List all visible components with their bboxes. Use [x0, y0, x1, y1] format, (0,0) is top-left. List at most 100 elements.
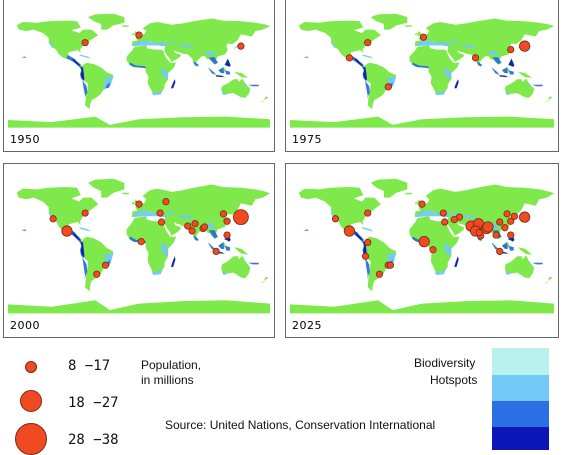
biodiversity-hotspot	[460, 215, 477, 219]
land-mass	[504, 255, 535, 279]
population-city-marker	[419, 33, 428, 41]
land-mass	[414, 33, 418, 36]
population-city-marker	[507, 45, 515, 54]
hotspots-legend-title: Biodiversity	[414, 356, 476, 370]
legend-range-large: 28 −38	[68, 432, 119, 448]
population-city-marker	[200, 223, 209, 231]
world-map	[290, 178, 554, 314]
hotspot-swatch-4	[492, 427, 549, 450]
land-mass	[234, 71, 249, 78]
biodiversity-hotspot	[415, 40, 452, 47]
population-city-marker	[386, 261, 395, 269]
population-city-marker	[343, 225, 356, 237]
biodiversity-hotspot	[460, 44, 477, 48]
population-city-marker	[361, 252, 370, 260]
map-panel-2025: 2025	[285, 163, 559, 338]
map-year-label: 1950	[10, 133, 40, 146]
land-mass	[259, 276, 269, 284]
biodiversity-hotspot	[128, 62, 147, 69]
biodiversity-hotspot	[454, 256, 459, 267]
biodiversity-hotspot	[160, 242, 169, 257]
population-city-marker	[135, 200, 143, 208]
population-city-marker	[81, 39, 89, 47]
land-mass	[121, 25, 129, 27]
land-mass	[298, 187, 381, 240]
population-city-marker	[519, 40, 531, 52]
legend-dot-large	[15, 423, 47, 455]
land-mass	[8, 300, 270, 314]
biodiversity-hotspot	[508, 70, 514, 75]
population-city-marker	[157, 218, 166, 226]
land-mass	[16, 187, 99, 240]
land-mass	[543, 96, 553, 103]
world-map	[8, 13, 270, 128]
land-mass	[131, 201, 135, 205]
population-city-marker	[496, 247, 504, 255]
land-mass	[370, 178, 408, 198]
biodiversity-hotspot	[303, 56, 309, 58]
land-mass	[362, 236, 397, 292]
biodiversity-hotspot	[102, 76, 114, 90]
legend-range-medium: 18 −27	[68, 395, 119, 411]
land-mass	[543, 276, 553, 284]
population-city-marker	[507, 217, 515, 225]
biodiversity-hotspot	[222, 91, 228, 96]
land-mass	[88, 13, 125, 30]
biodiversity-hotspot	[208, 230, 218, 239]
land-mass	[80, 236, 114, 292]
biodiversity-hotspot	[204, 51, 216, 56]
population-city-marker	[503, 210, 511, 218]
biodiversity-hotspot	[151, 89, 163, 96]
biodiversity-hotspot	[151, 268, 163, 275]
biodiversity-hotspot	[244, 82, 247, 87]
land-mass	[8, 116, 270, 128]
population-city-marker	[135, 31, 143, 39]
biodiversity-hotspot	[444, 242, 452, 257]
legend-dot-small	[25, 361, 37, 373]
biodiversity-hotspot	[501, 67, 508, 74]
biodiversity-hotspot	[434, 89, 447, 96]
biodiversity-hotspot	[132, 40, 169, 47]
land-mass	[197, 239, 199, 242]
population-city-marker	[418, 200, 426, 208]
population-city-marker	[364, 238, 372, 247]
legend-range-small: 8 −17	[68, 358, 111, 374]
biodiversity-hotspot	[508, 245, 514, 251]
land-mass	[404, 25, 412, 27]
population-city-marker	[492, 231, 500, 239]
biodiversity-hotspot	[532, 262, 543, 265]
map-year-label: 2025	[292, 319, 322, 332]
biodiversity-hotspot	[501, 242, 508, 249]
biodiversity-hotspot	[204, 222, 216, 229]
biodiversity-hotspot	[508, 58, 515, 67]
biodiversity-hotspot	[21, 229, 27, 231]
hotspots-legend-subtitle: Hotspots	[430, 373, 478, 387]
map-year-label: 1975	[292, 133, 322, 146]
biodiversity-hotspot	[444, 67, 452, 80]
world-map	[290, 13, 554, 128]
land-mass	[221, 78, 251, 98]
land-mass	[126, 216, 177, 275]
land-mass	[197, 64, 199, 67]
population-city-marker	[61, 225, 73, 237]
land-mass	[290, 116, 554, 128]
hotspot-swatch-2	[492, 375, 549, 401]
population-city-marker	[507, 231, 515, 239]
land-mass	[414, 201, 418, 205]
biodiversity-hotspot	[303, 229, 309, 231]
land-mass	[234, 247, 249, 255]
land-mass	[414, 18, 554, 66]
biodiversity-hotspot	[506, 271, 511, 275]
biodiversity-hotspot	[171, 79, 176, 89]
land-mass	[80, 62, 114, 109]
biodiversity-hotspot	[224, 245, 230, 251]
biodiversity-hotspot	[488, 51, 499, 56]
biodiversity-hotspot	[192, 235, 199, 241]
biodiversity-hotspot	[528, 260, 531, 265]
biodiversity-hotspot	[48, 40, 55, 49]
population-city-marker	[162, 198, 170, 206]
biodiversity-hotspot	[79, 226, 91, 232]
map-year-label: 2000	[10, 319, 40, 332]
map-panel-1975: 1975	[285, 0, 559, 152]
biodiversity-hotspot	[506, 91, 511, 96]
